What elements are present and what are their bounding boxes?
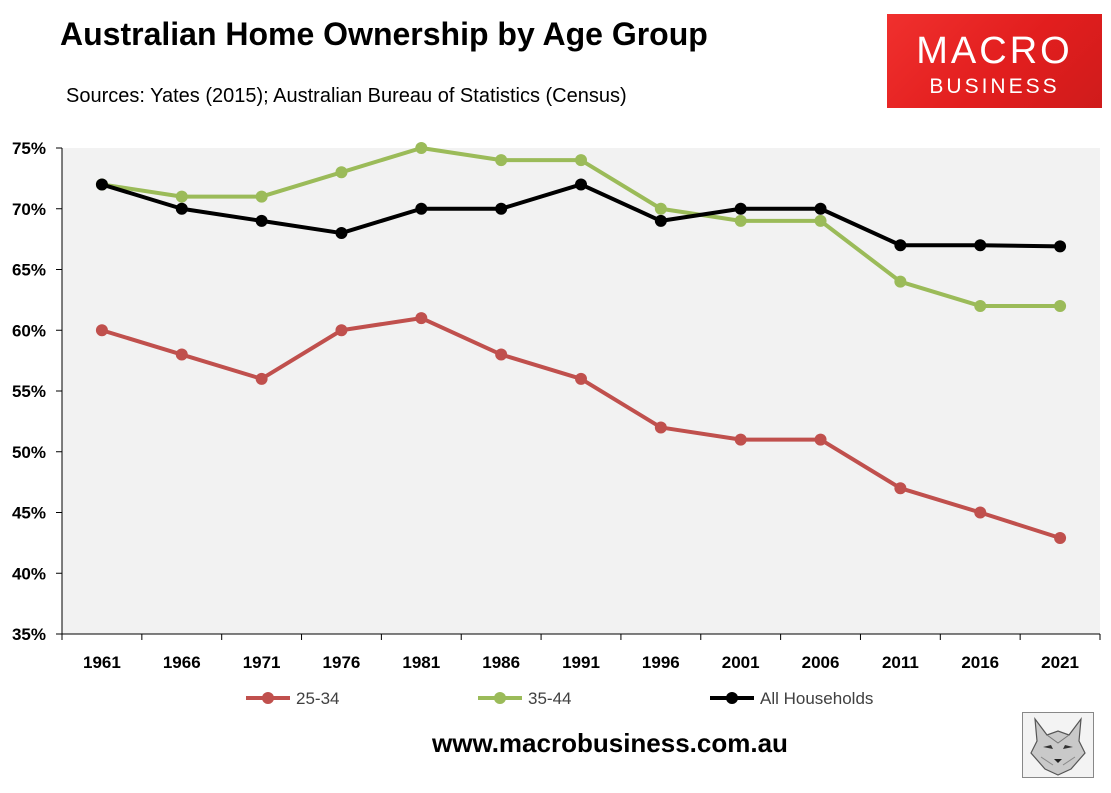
data-point-25-34: [495, 348, 508, 361]
data-point-all-households: [575, 178, 587, 191]
x-tick-label: 2016: [961, 653, 999, 672]
y-tick-label: 45%: [12, 504, 46, 523]
data-point-25-34: [894, 482, 907, 495]
data-point-35-44: [1054, 299, 1067, 312]
data-point-35-44: [175, 190, 188, 203]
x-tick-label: 1961: [83, 653, 121, 672]
data-point-all-households: [255, 214, 268, 227]
data-point-all-households: [894, 239, 907, 252]
x-tick-label: 1971: [243, 653, 281, 672]
data-point-25-34: [415, 312, 428, 325]
data-point-35-44: [415, 142, 428, 154]
x-tick-label: 1976: [323, 653, 361, 672]
chart-subtitle: Sources: Yates (2015); Australian Bureau…: [66, 85, 627, 107]
data-point-all-households: [175, 202, 188, 215]
x-tick-label: 2021: [1041, 653, 1079, 672]
data-point-all-households: [814, 202, 827, 215]
chart-title: Australian Home Ownership by Age Group: [60, 16, 708, 52]
legend-label-25-34: 25-34: [296, 689, 339, 708]
legend-marker-35-44: [494, 692, 506, 704]
data-point-35-44: [575, 154, 587, 167]
data-point-35-44: [495, 154, 508, 167]
data-point-all-households: [495, 202, 508, 215]
data-point-35-44: [974, 299, 987, 312]
legend-marker-25-34: [262, 692, 274, 704]
x-tick-label: 2001: [722, 653, 760, 672]
x-tick-label: 1966: [163, 653, 201, 672]
x-tick-label: 1981: [402, 653, 440, 672]
data-point-all-households: [1054, 240, 1067, 253]
data-point-25-34: [95, 324, 108, 337]
data-point-all-households: [335, 227, 348, 240]
data-point-35-44: [814, 214, 827, 227]
y-tick-label: 70%: [12, 200, 46, 219]
data-point-all-households: [974, 239, 987, 252]
y-tick-label: 60%: [12, 321, 46, 340]
x-tick-label: 2011: [882, 653, 919, 672]
data-point-25-34: [255, 372, 268, 385]
macrobusiness-logo: MACRO BUSINESS: [887, 14, 1102, 108]
y-tick-label: 75%: [12, 139, 46, 158]
x-tick-label: 1991: [562, 653, 600, 672]
data-point-25-34: [974, 506, 987, 519]
y-tick-label: 40%: [12, 564, 46, 583]
data-point-all-households: [95, 178, 108, 191]
legend-label-35-44: 35-44: [528, 689, 571, 708]
legend-label-all-households: All Households: [760, 689, 873, 708]
data-point-25-34: [654, 421, 667, 434]
data-point-35-44: [894, 275, 907, 288]
data-point-25-34: [575, 372, 587, 385]
data-point-25-34: [1054, 532, 1067, 545]
data-point-25-34: [175, 348, 188, 361]
y-tick-label: 35%: [12, 625, 46, 644]
plot-area: [62, 148, 1100, 634]
y-tick-label: 65%: [12, 261, 46, 280]
data-point-all-households: [734, 202, 747, 215]
y-tick-label: 55%: [12, 382, 46, 401]
x-tick-label: 2006: [802, 653, 840, 672]
data-point-25-34: [814, 433, 827, 446]
website-url[interactable]: www.macrobusiness.com.au: [432, 728, 788, 758]
data-point-all-households: [654, 214, 667, 227]
data-point-25-34: [335, 324, 348, 337]
legend-marker-all-households: [726, 692, 738, 704]
wolf-icon: [1022, 712, 1094, 778]
x-tick-label: 1986: [482, 653, 520, 672]
y-tick-label: 50%: [12, 443, 46, 462]
x-tick-label: 1996: [642, 653, 680, 672]
data-point-all-households: [415, 202, 428, 215]
data-point-35-44: [255, 190, 268, 203]
logo-line-1: MACRO: [916, 30, 1073, 72]
logo-line-2: BUSINESS: [929, 75, 1060, 98]
data-point-35-44: [734, 214, 747, 227]
data-point-25-34: [734, 433, 747, 446]
data-point-35-44: [654, 202, 667, 215]
data-point-35-44: [335, 166, 348, 179]
